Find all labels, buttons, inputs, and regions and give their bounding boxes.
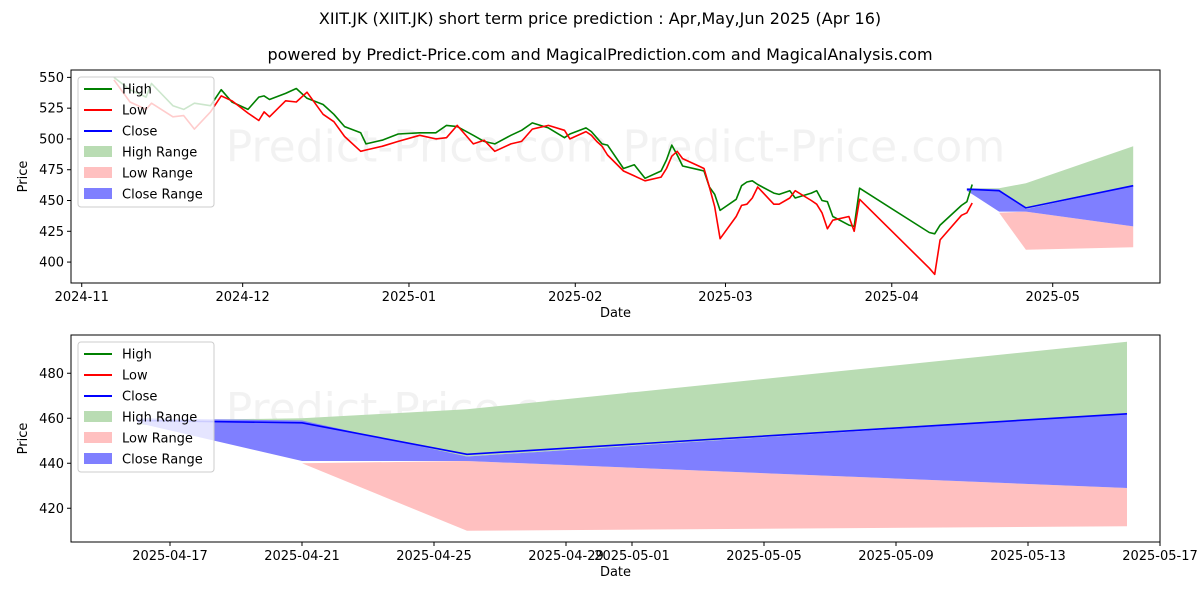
legend-swatch-close-range bbox=[84, 453, 112, 464]
y-tick-label: 500 bbox=[39, 132, 64, 147]
legend-label-low: Low bbox=[122, 104, 148, 119]
y-tick-label: 550 bbox=[39, 71, 64, 86]
y-tick-label: 475 bbox=[39, 163, 64, 178]
close-range-area bbox=[137, 413, 1127, 488]
low-series-line bbox=[113, 79, 973, 276]
close-series-line bbox=[136, 413, 1128, 456]
legend: High Low Close High Range Low Range Close Ran… bbox=[77, 76, 215, 208]
legend: High Low Close High Range Low Range Close Ran… bbox=[77, 341, 215, 473]
watermark-text: Predict-Price.com Predict-Price.com bbox=[226, 122, 1005, 173]
chart-title: XIIT.JK (XIIT.JK) short term price predi… bbox=[318, 9, 882, 28]
x-tick-label: 2025-04-21 bbox=[264, 549, 340, 564]
high-range-area bbox=[137, 341, 1127, 457]
legend-swatch-low-range bbox=[84, 432, 112, 443]
x-tick-label: 2025-05-05 bbox=[726, 549, 802, 564]
chart-panel-2: Predict-Price.com Predict-Price.com2025-… bbox=[16, 334, 1198, 580]
legend-swatch-low-range bbox=[84, 167, 112, 178]
x-tick-label: 2025-04-25 bbox=[396, 549, 472, 564]
plot-frame bbox=[70, 69, 1161, 284]
x-tick-label: 2025-05 bbox=[1026, 290, 1080, 305]
x-tick-label: 2025-04-29 bbox=[528, 549, 604, 564]
y-tick-label: 400 bbox=[39, 256, 64, 271]
x-axis-label: Date bbox=[600, 306, 631, 321]
legend-label-high: High bbox=[122, 348, 152, 363]
x-tick-label: 2025-05-09 bbox=[858, 549, 934, 564]
legend-label-low-range: Low Range bbox=[122, 167, 193, 182]
x-tick-label: 2024-11 bbox=[55, 290, 109, 305]
x-tick-label: 2025-05-17 bbox=[1122, 549, 1198, 564]
x-tick-label: 2025-04-17 bbox=[132, 549, 208, 564]
legend-label-high: High bbox=[122, 83, 152, 98]
legend-label-close: Close bbox=[122, 125, 157, 140]
legend-label-close-range: Close Range bbox=[122, 453, 203, 468]
low-range-area bbox=[137, 425, 1127, 531]
y-axis-label: Price bbox=[16, 423, 31, 455]
y-axis-label: Price bbox=[16, 161, 31, 193]
legend-swatch-close-range bbox=[84, 188, 112, 199]
x-tick-label: 2024-12 bbox=[216, 290, 270, 305]
chart-panel-1: Predict-Price.com Predict-Price.com 2024-… bbox=[16, 69, 1161, 321]
legend-label-low: Low bbox=[122, 369, 148, 384]
x-tick-label: 2025-02 bbox=[548, 290, 602, 305]
legend-label-close-range: Close Range bbox=[122, 188, 203, 203]
legend-label-close: Close bbox=[122, 390, 157, 405]
legend-swatch-high-range bbox=[84, 411, 112, 422]
high-range-area bbox=[966, 146, 1134, 210]
close-range-area bbox=[966, 185, 1134, 227]
x-tick-label: 2025-01 bbox=[382, 290, 436, 305]
x-tick-label: 2025-04 bbox=[865, 290, 919, 305]
chart-subtitle: powered by Predict-Price.com and Magical… bbox=[267, 45, 933, 64]
legend-label-high-range: High Range bbox=[122, 146, 197, 161]
y-tick-label: 480 bbox=[39, 367, 64, 382]
legend-swatch-high-range bbox=[84, 146, 112, 157]
y-tick-label: 425 bbox=[39, 225, 64, 240]
y-tick-label: 420 bbox=[39, 502, 64, 517]
x-tick-label: 2025-05-01 bbox=[594, 549, 670, 564]
legend-label-high-range: High Range bbox=[122, 411, 197, 426]
y-tick-label: 525 bbox=[39, 102, 64, 117]
legend-label-low-range: Low Range bbox=[122, 432, 193, 447]
low-range-area bbox=[966, 190, 1134, 250]
y-tick-label: 440 bbox=[39, 457, 64, 472]
plot-frame bbox=[70, 334, 1161, 543]
x-tick-label: 2025-03 bbox=[698, 290, 752, 305]
y-tick-label: 450 bbox=[39, 194, 64, 209]
x-tick-label: 2025-05-13 bbox=[990, 549, 1066, 564]
y-tick-label: 460 bbox=[39, 412, 64, 427]
close-series-line bbox=[966, 184, 1134, 209]
x-axis-label: Date bbox=[600, 565, 631, 580]
high-series-line bbox=[113, 76, 973, 235]
